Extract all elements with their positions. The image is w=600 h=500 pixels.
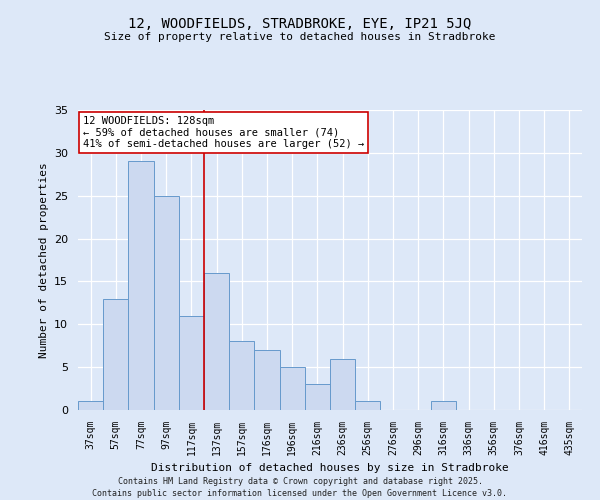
Text: Contains HM Land Registry data © Crown copyright and database right 2025.: Contains HM Land Registry data © Crown c… xyxy=(118,477,482,486)
Bar xyxy=(103,298,128,410)
Bar xyxy=(204,273,229,410)
X-axis label: Distribution of detached houses by size in Stradbroke: Distribution of detached houses by size … xyxy=(151,464,509,473)
Text: 12, WOODFIELDS, STRADBROKE, EYE, IP21 5JQ: 12, WOODFIELDS, STRADBROKE, EYE, IP21 5J… xyxy=(128,18,472,32)
Bar xyxy=(355,402,380,410)
Bar xyxy=(280,367,305,410)
Bar xyxy=(128,162,154,410)
Bar xyxy=(229,342,254,410)
Bar xyxy=(305,384,330,410)
Bar xyxy=(254,350,280,410)
Bar xyxy=(78,402,103,410)
Text: Size of property relative to detached houses in Stradbroke: Size of property relative to detached ho… xyxy=(104,32,496,42)
Text: 12 WOODFIELDS: 128sqm
← 59% of detached houses are smaller (74)
41% of semi-deta: 12 WOODFIELDS: 128sqm ← 59% of detached … xyxy=(83,116,364,149)
Y-axis label: Number of detached properties: Number of detached properties xyxy=(38,162,49,358)
Bar xyxy=(330,358,355,410)
Bar xyxy=(154,196,179,410)
Bar xyxy=(431,402,456,410)
Bar xyxy=(179,316,204,410)
Text: Contains public sector information licensed under the Open Government Licence v3: Contains public sector information licen… xyxy=(92,488,508,498)
